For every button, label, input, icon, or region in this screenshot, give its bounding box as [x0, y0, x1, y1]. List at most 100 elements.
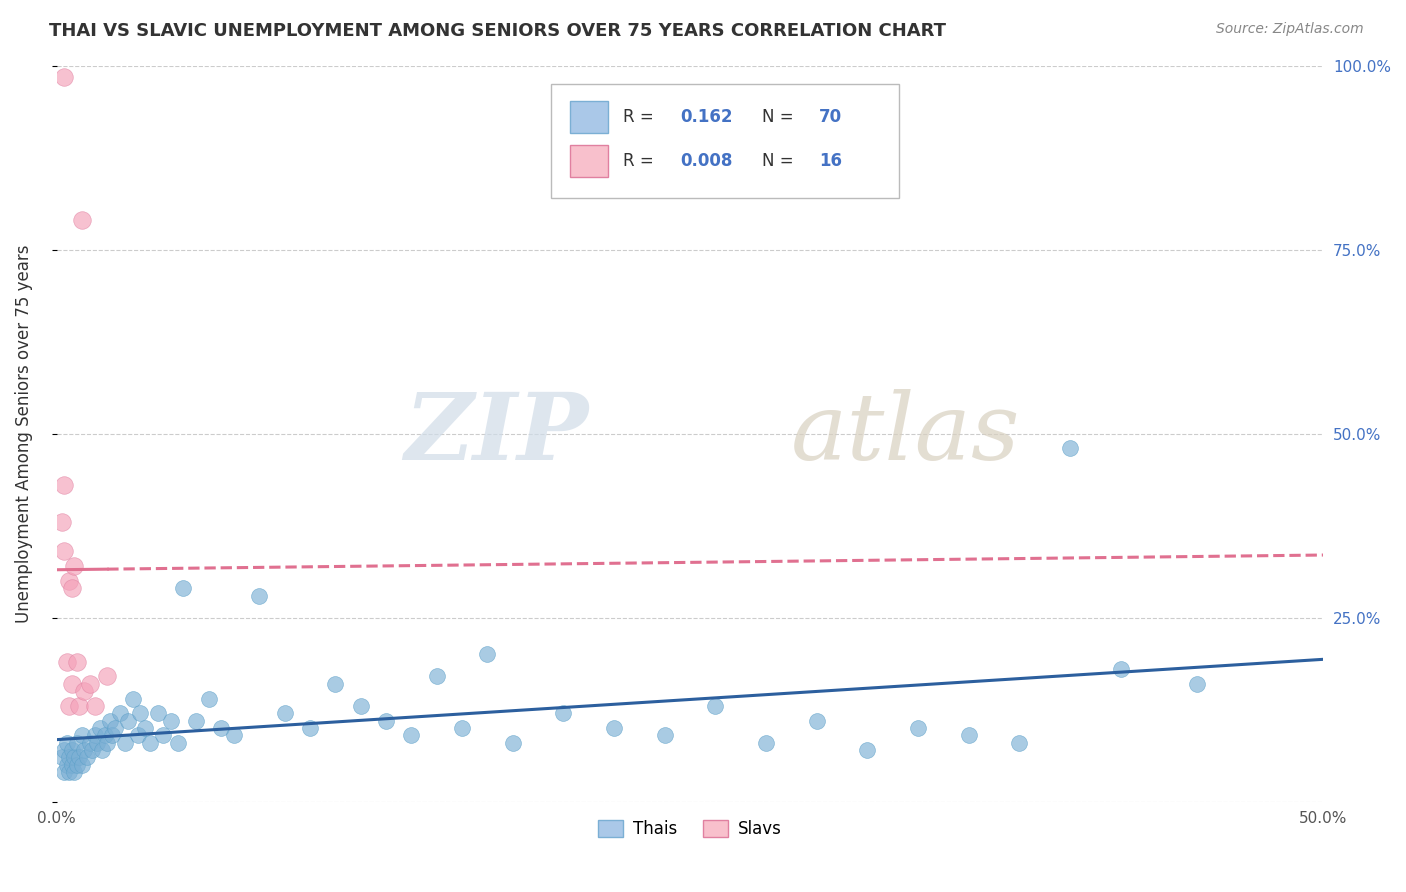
Text: Source: ZipAtlas.com: Source: ZipAtlas.com	[1216, 22, 1364, 37]
Point	[58, 750, 80, 764]
Point	[53, 478, 76, 492]
Point	[401, 728, 423, 742]
Point	[53, 743, 76, 757]
Point	[349, 698, 371, 713]
Point	[76, 750, 98, 764]
Text: 0.162: 0.162	[681, 108, 733, 126]
Point	[755, 736, 778, 750]
Text: 0.008: 0.008	[681, 153, 733, 170]
Text: N =: N =	[762, 153, 799, 170]
Point	[63, 750, 86, 764]
Point	[83, 698, 105, 713]
Point	[121, 691, 143, 706]
Point	[55, 736, 77, 750]
Point	[58, 698, 80, 713]
Point	[127, 728, 149, 742]
Point	[53, 544, 76, 558]
Point	[172, 581, 194, 595]
Point	[1008, 736, 1031, 750]
Point	[70, 213, 93, 227]
Text: ZIP: ZIP	[405, 389, 589, 479]
Point	[167, 736, 190, 750]
Point	[60, 677, 83, 691]
Text: N =: N =	[762, 108, 799, 126]
Point	[114, 736, 136, 750]
Point	[66, 736, 89, 750]
FancyBboxPatch shape	[569, 101, 607, 133]
Point	[89, 721, 111, 735]
Point	[907, 721, 929, 735]
Point	[86, 736, 108, 750]
Point	[426, 669, 449, 683]
Point	[70, 757, 93, 772]
Point	[374, 714, 396, 728]
Point	[70, 728, 93, 742]
Point	[60, 757, 83, 772]
Point	[60, 743, 83, 757]
Point	[58, 574, 80, 588]
Point	[704, 698, 727, 713]
Point	[273, 706, 295, 721]
FancyBboxPatch shape	[569, 145, 607, 178]
Point	[60, 581, 83, 595]
Text: 16: 16	[820, 153, 842, 170]
Point	[152, 728, 174, 742]
Point	[957, 728, 980, 742]
FancyBboxPatch shape	[551, 84, 898, 198]
Point	[51, 750, 73, 764]
Point	[55, 655, 77, 669]
Point	[73, 684, 96, 698]
Point	[1109, 662, 1132, 676]
Point	[197, 691, 219, 706]
Point	[553, 706, 575, 721]
Point	[146, 706, 169, 721]
Point	[451, 721, 474, 735]
Point	[1059, 442, 1081, 456]
Point	[247, 589, 270, 603]
Text: THAI VS SLAVIC UNEMPLOYMENT AMONG SENIORS OVER 75 YEARS CORRELATION CHART: THAI VS SLAVIC UNEMPLOYMENT AMONG SENIOR…	[49, 22, 946, 40]
Point	[79, 736, 101, 750]
Point	[53, 70, 76, 84]
Point	[91, 743, 114, 757]
Point	[96, 736, 118, 750]
Point	[96, 669, 118, 683]
Point	[134, 721, 156, 735]
Y-axis label: Unemployment Among Seniors over 75 years: Unemployment Among Seniors over 75 years	[15, 244, 32, 623]
Text: R =: R =	[623, 108, 659, 126]
Point	[502, 736, 524, 750]
Text: 70: 70	[820, 108, 842, 126]
Point	[66, 655, 89, 669]
Point	[58, 765, 80, 780]
Text: R =: R =	[623, 153, 659, 170]
Point	[184, 714, 207, 728]
Point	[80, 743, 103, 757]
Point	[104, 721, 127, 735]
Point	[67, 750, 90, 764]
Point	[856, 743, 879, 757]
Point	[1185, 677, 1208, 691]
Point	[79, 677, 101, 691]
Point	[117, 714, 139, 728]
Point	[93, 728, 115, 742]
Text: atlas: atlas	[792, 389, 1021, 479]
Point	[806, 714, 828, 728]
Point	[298, 721, 321, 735]
Point	[222, 728, 245, 742]
Point	[101, 728, 124, 742]
Point	[98, 714, 121, 728]
Point	[129, 706, 152, 721]
Point	[139, 736, 162, 750]
Point	[55, 757, 77, 772]
Point	[83, 728, 105, 742]
Point	[209, 721, 232, 735]
Point	[654, 728, 676, 742]
Point	[53, 765, 76, 780]
Point	[603, 721, 626, 735]
Point	[477, 648, 499, 662]
Point	[323, 677, 346, 691]
Point	[159, 714, 181, 728]
Legend: Thais, Slavs: Thais, Slavs	[592, 814, 789, 845]
Point	[51, 515, 73, 529]
Point	[63, 559, 86, 574]
Point	[63, 765, 86, 780]
